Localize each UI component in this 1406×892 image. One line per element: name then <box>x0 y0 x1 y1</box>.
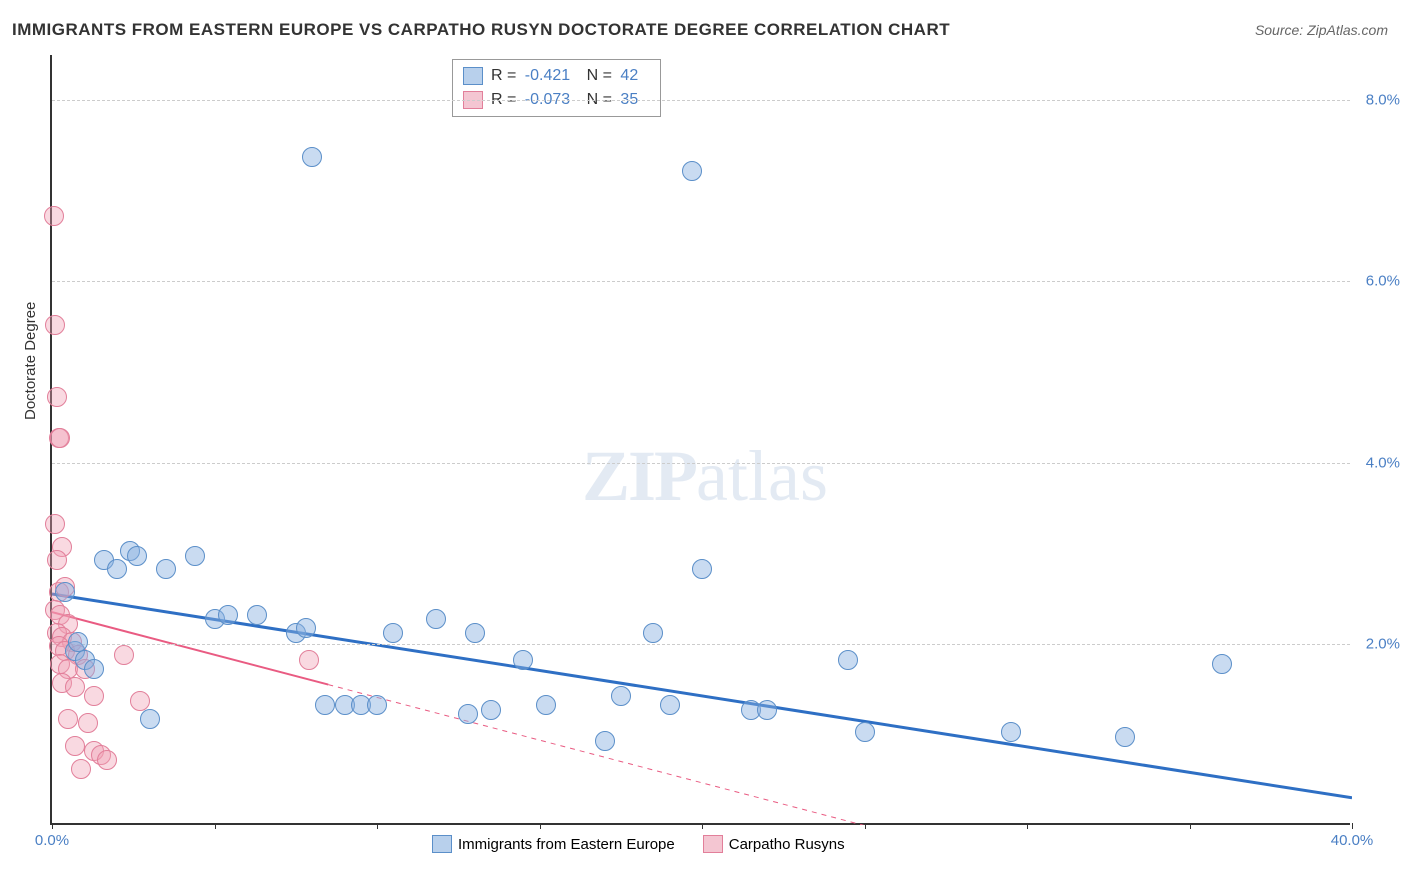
legend-stat-row: R = -0.421 N = 42 <box>463 64 650 88</box>
x-tick <box>1352 823 1353 829</box>
data-point <box>45 514 65 534</box>
data-point <box>1212 654 1232 674</box>
data-point <box>65 736 85 756</box>
data-point <box>65 677 85 697</box>
data-point <box>757 700 777 720</box>
x-tick <box>540 823 541 829</box>
gridline <box>52 463 1350 464</box>
legend-series-label: Carpatho Rusyns <box>729 836 845 853</box>
y-axis-label: Doctorate Degree <box>22 302 39 420</box>
x-tick <box>377 823 378 829</box>
y-tick-label: 2.0% <box>1355 635 1400 652</box>
x-tick-label: 0.0% <box>35 832 69 849</box>
data-point <box>458 704 478 724</box>
data-point <box>127 546 147 566</box>
x-tick <box>865 823 866 829</box>
data-point <box>78 713 98 733</box>
legend-series-item: Immigrants from Eastern Europe <box>432 835 675 853</box>
legend-correlation-stats: R = -0.421 N = 42R = -0.073 N = 35 <box>452 59 661 117</box>
data-point <box>383 623 403 643</box>
legend-series-item: Carpatho Rusyns <box>703 835 845 853</box>
data-point <box>838 650 858 670</box>
x-tick <box>215 823 216 829</box>
data-point <box>1001 722 1021 742</box>
data-point <box>107 559 127 579</box>
data-point <box>130 691 150 711</box>
data-point <box>247 605 267 625</box>
plot-area: ZIPatlas R = -0.421 N = 42R = -0.073 N =… <box>50 55 1350 825</box>
data-point <box>660 695 680 715</box>
legend-stat-text: R = -0.421 N = 42 <box>491 67 650 85</box>
y-tick-label: 8.0% <box>1355 92 1400 109</box>
x-tick <box>702 823 703 829</box>
data-point <box>465 623 485 643</box>
data-point <box>68 632 88 652</box>
x-tick <box>1190 823 1191 829</box>
data-point <box>302 147 322 167</box>
data-point <box>50 428 70 448</box>
data-point <box>58 709 78 729</box>
data-point <box>47 387 67 407</box>
data-point <box>97 750 117 770</box>
watermark: ZIPatlas <box>582 435 828 518</box>
data-point <box>315 695 335 715</box>
data-point <box>643 623 663 643</box>
gridline <box>52 100 1350 101</box>
legend-swatch <box>703 835 723 853</box>
legend-swatch <box>432 835 452 853</box>
data-point <box>185 546 205 566</box>
x-tick-label: 40.0% <box>1331 832 1374 849</box>
data-point <box>44 206 64 226</box>
x-tick <box>52 823 53 829</box>
gridline <box>52 281 1350 282</box>
data-point <box>426 609 446 629</box>
legend-series-label: Immigrants from Eastern Europe <box>458 836 675 853</box>
gridline <box>52 644 1350 645</box>
data-point <box>55 582 75 602</box>
data-point <box>536 695 556 715</box>
data-point <box>682 161 702 181</box>
data-point <box>296 618 316 638</box>
data-point <box>595 731 615 751</box>
data-point <box>1115 727 1135 747</box>
chart-title: IMMIGRANTS FROM EASTERN EUROPE VS CARPAT… <box>12 20 950 40</box>
data-point <box>84 659 104 679</box>
legend-series: Immigrants from Eastern Europe Carpatho R… <box>432 835 865 853</box>
data-point <box>45 315 65 335</box>
data-point <box>692 559 712 579</box>
data-point <box>140 709 160 729</box>
data-point <box>481 700 501 720</box>
legend-swatch <box>463 67 483 85</box>
y-tick-label: 6.0% <box>1355 273 1400 290</box>
x-tick <box>1027 823 1028 829</box>
data-point <box>367 695 387 715</box>
data-point <box>156 559 176 579</box>
data-point <box>47 550 67 570</box>
data-point <box>299 650 319 670</box>
data-point <box>218 605 238 625</box>
correlation-chart: IMMIGRANTS FROM EASTERN EUROPE VS CARPAT… <box>0 0 1406 892</box>
data-point <box>855 722 875 742</box>
data-point <box>84 686 104 706</box>
data-point <box>114 645 134 665</box>
y-tick-label: 4.0% <box>1355 454 1400 471</box>
data-point <box>71 759 91 779</box>
data-point <box>611 686 631 706</box>
source-label: Source: ZipAtlas.com <box>1255 22 1388 38</box>
data-point <box>513 650 533 670</box>
